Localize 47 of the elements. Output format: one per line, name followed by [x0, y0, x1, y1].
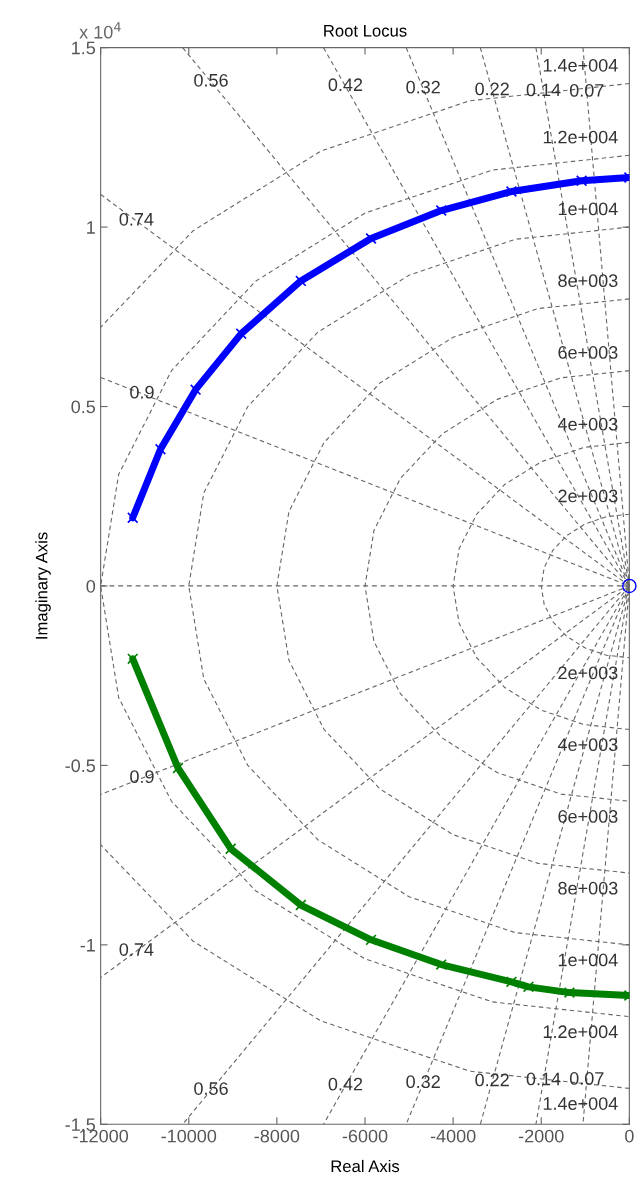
x-tick-label: -10000 [161, 1129, 217, 1143]
annotation: 0.56 [194, 1082, 228, 1095]
y-tick-label: 0 [86, 579, 96, 593]
y-tick-label: -0.5 [65, 759, 96, 773]
annotation: 0.14 [526, 83, 561, 97]
x-axis-title: Real Axis [331, 1159, 400, 1173]
x-tick-label: -2000 [518, 1129, 564, 1143]
annotation: 2e+003 [558, 666, 618, 680]
x-tick-label: -8000 [254, 1129, 300, 1143]
annotation: 0.22 [475, 82, 509, 96]
y-axis-title: Imaginary Axis [35, 532, 51, 639]
annotation: 0.14 [526, 1072, 561, 1086]
y-tick-label: 1 [87, 221, 95, 234]
y-tick-label: 0.5 [71, 400, 96, 414]
annotation: 0.32 [406, 80, 440, 94]
annotation: 1.2e+004 [543, 1025, 618, 1039]
annotation: 0.22 [475, 1073, 509, 1087]
annotation: 4e+003 [557, 738, 618, 752]
annotation: 6e+003 [558, 346, 618, 359]
annotation: 0.07 [569, 1072, 604, 1085]
annotation: 4e+003 [557, 417, 618, 431]
x-tick-label: -6000 [342, 1129, 388, 1143]
annotation: 1.4e+004 [543, 1097, 618, 1110]
annotation: 0.74 [119, 943, 154, 956]
annotation: 0.56 [194, 73, 228, 87]
x-tick-label: -4000 [430, 1129, 476, 1143]
annotation: 2e+003 [558, 489, 618, 503]
annotation: 1e+004 [558, 953, 618, 967]
annotation: 0.9 [130, 770, 154, 784]
annotation: 0.07 [569, 83, 604, 97]
annotation: 1e+004 [558, 202, 618, 216]
y-tick-label: 1.5 [72, 41, 96, 55]
annotation: 0.32 [406, 1075, 440, 1089]
annotation: 0.74 [119, 212, 154, 226]
x-tick-label: 0 [625, 1129, 634, 1143]
annotation: 0.42 [328, 1077, 363, 1091]
chart-title: Root Locus [324, 25, 407, 37]
annotation: 0.42 [328, 78, 363, 92]
annotation: 1.2e+004 [543, 130, 618, 144]
annotation: 8e+003 [558, 274, 618, 288]
annotation: 8e+003 [558, 881, 618, 895]
y-tick-label: -1 [80, 938, 95, 952]
annotation: 6e+003 [558, 810, 618, 823]
annotation: 1.4e+004 [543, 58, 618, 72]
x-tick-label: -12000 [73, 1129, 129, 1143]
annotation: 0.9 [130, 385, 154, 399]
text: x 10$^{4}$ [79, 22, 121, 39]
